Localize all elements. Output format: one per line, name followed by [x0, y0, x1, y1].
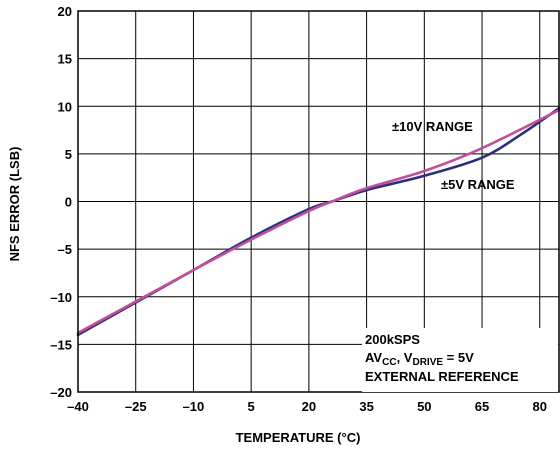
annotation-range-10v: ±10V RANGE: [392, 119, 473, 134]
x-tick-label: 5: [248, 399, 255, 414]
y-tick-label: –20: [50, 385, 72, 400]
x-tick-label: –40: [67, 399, 89, 414]
y-tick-label: 0: [65, 195, 72, 210]
x-tick-label: 80: [533, 399, 547, 414]
conditions-av-sub: CC: [382, 357, 396, 368]
conditions-supply: AVCC, VDRIVE = 5V: [365, 350, 474, 368]
y-tick-label: 15: [58, 52, 72, 67]
y-tick-labels: 20 15 10 5 0 –5 –10 –15 –20: [50, 4, 72, 400]
conditions-box-background: [362, 328, 558, 392]
conditions-sep: , V: [397, 350, 413, 365]
y-tick-label: 10: [58, 99, 72, 114]
y-tick-label: 20: [58, 4, 72, 19]
conditions-v-sub: DRIVE: [412, 357, 443, 368]
series-line-5v-range: [76, 106, 560, 337]
y-tick-label: –15: [50, 337, 72, 352]
y-tick-label: –10: [50, 290, 72, 305]
y-axis-title: NFS ERROR (LSB): [7, 147, 22, 262]
x-tick-label: –10: [183, 399, 205, 414]
conditions-sample-rate: 200kSPS: [365, 332, 420, 347]
annotation-range-5v: ±5V RANGE: [441, 177, 515, 192]
conditions-av: AV: [365, 350, 382, 365]
x-tick-label: 50: [417, 399, 431, 414]
x-tick-label: 20: [302, 399, 316, 414]
x-tick-label: 35: [359, 399, 373, 414]
x-tick-label: 65: [475, 399, 489, 414]
x-axis-title: TEMPERATURE (°C): [236, 430, 361, 445]
series-layer: [76, 106, 560, 337]
conditions-reference: EXTERNAL REFERENCE: [365, 369, 519, 384]
plot-frame: [77, 10, 560, 393]
x-tick-label: –25: [125, 399, 147, 414]
y-tick-label: 5: [65, 147, 72, 162]
conditions-eq: = 5V: [443, 350, 474, 365]
x-tick-labels: –40 –25 –10 5 20 35 50 65 80: [67, 399, 547, 414]
series-line-10v-range: [76, 108, 560, 335]
y-tick-label: –5: [58, 242, 72, 257]
